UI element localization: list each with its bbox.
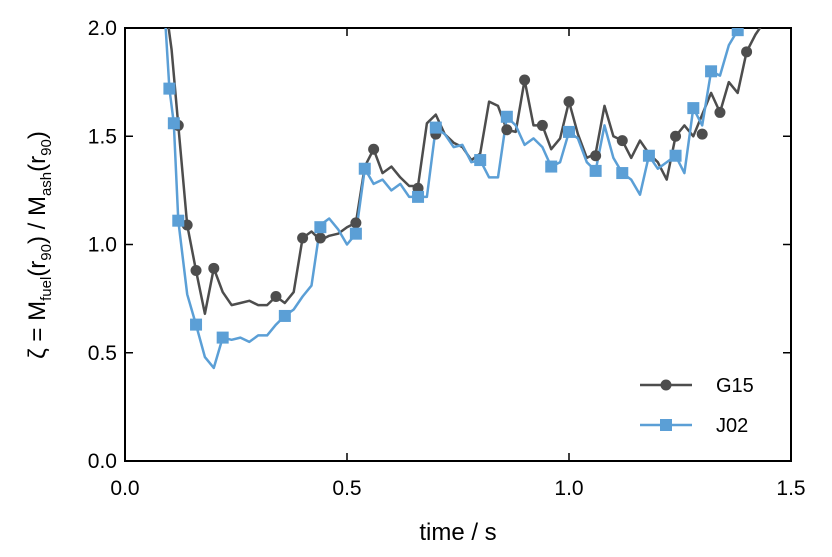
data-point-j02 [642, 149, 655, 162]
data-point-j02 [616, 167, 629, 180]
y-axis-label: ζ = Mfuel(r90) / Mash(r90) [24, 131, 55, 359]
x-tick-label: 1.0 [554, 477, 583, 500]
x-tick-label: 0.0 [110, 477, 139, 500]
data-point-j02 [563, 125, 575, 138]
plot-area-frame [124, 27, 792, 462]
x-axis-label: time / s [419, 519, 496, 546]
data-point-g15 [297, 232, 309, 244]
series-line-g15 [167, 28, 762, 316]
data-point-g15 [714, 106, 726, 118]
legend-label-j02: J02 [716, 415, 748, 437]
legend-label-g15: G15 [716, 375, 754, 397]
axis-ticks: 0.0 0.5 1.0 1.5 0.0 0.5 1.0 1.5 2.0 [88, 17, 806, 500]
data-point-g15 [696, 128, 708, 140]
data-point-j02 [349, 227, 362, 240]
data-point-j02 [545, 160, 558, 173]
data-point-j02 [669, 149, 682, 162]
data-point-g15 [563, 96, 575, 108]
data-point-j02 [500, 110, 513, 123]
data-point-j02 [731, 28, 744, 37]
series-line-j02 [164, 28, 741, 370]
data-point-g15 [350, 217, 362, 229]
y-tick-label: 0.0 [88, 450, 117, 473]
x-tick-label: 1.5 [776, 477, 805, 500]
series-markers [163, 28, 753, 344]
data-point-j02 [358, 162, 371, 175]
data-point-j02 [216, 331, 229, 344]
data-point-g15 [536, 119, 548, 131]
data-point-g15 [270, 290, 282, 302]
data-point-g15 [190, 264, 202, 276]
data-point-j02 [589, 164, 602, 177]
data-point-j02 [190, 318, 203, 331]
data-point-g15 [670, 130, 682, 142]
data-point-g15 [519, 74, 531, 86]
data-point-g15 [741, 46, 753, 58]
data-point-g15 [590, 150, 602, 162]
data-point-j02 [474, 154, 487, 167]
data-point-g15 [181, 219, 193, 231]
series-lines [164, 28, 762, 370]
y-tick-label: 2.0 [88, 17, 117, 40]
data-point-j02 [278, 309, 291, 322]
y-tick-label: 1.5 [88, 125, 117, 148]
y-tick-label: 0.5 [88, 342, 117, 365]
data-point-g15 [368, 143, 380, 155]
data-point-j02 [172, 214, 185, 227]
data-point-j02 [314, 221, 327, 234]
legend-marker-g15 [660, 379, 672, 391]
data-point-j02 [687, 102, 700, 115]
data-point-g15 [314, 232, 326, 244]
data-point-g15 [501, 124, 513, 136]
data-point-j02 [167, 117, 180, 130]
legend-marker-j02 [660, 419, 672, 431]
y-tick-label: 1.0 [88, 234, 117, 257]
data-point-g15 [208, 262, 220, 274]
legend-entry-g15: G15 [640, 375, 754, 397]
data-point-j02 [705, 65, 718, 78]
data-point-j02 [163, 82, 176, 95]
legend: G15 J02 [640, 375, 754, 437]
data-point-j02 [412, 190, 425, 203]
data-point-j02 [429, 121, 442, 134]
x-tick-label: 0.5 [332, 477, 361, 500]
legend-entry-j02: J02 [640, 415, 748, 437]
data-point-g15 [616, 135, 628, 147]
